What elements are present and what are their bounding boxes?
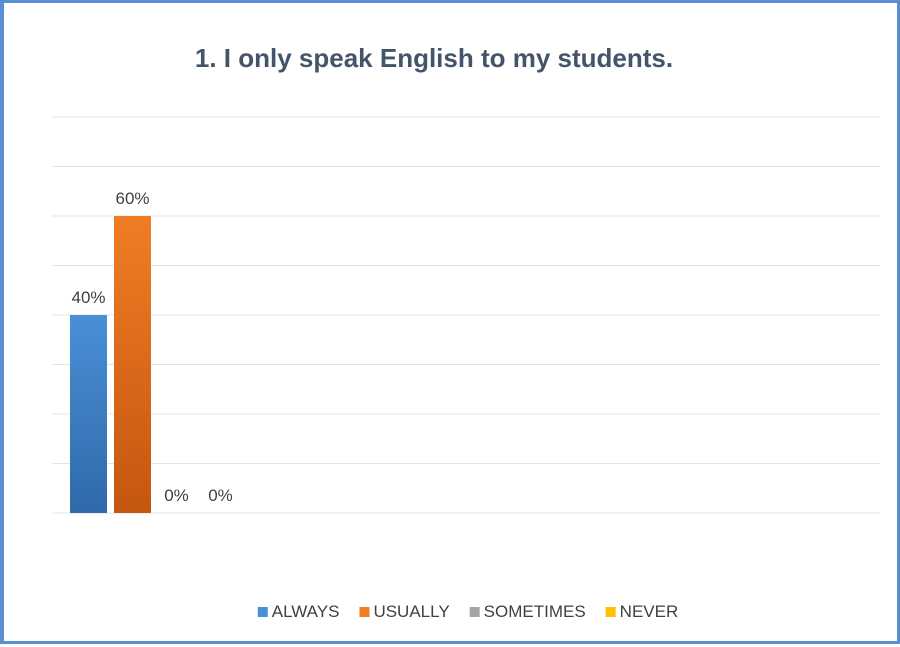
data-label-never: 0%	[208, 486, 233, 505]
legend-label-always: ALWAYS	[272, 602, 340, 621]
legend-swatch-never	[605, 607, 616, 617]
legend-label-never: NEVER	[620, 602, 679, 621]
bar-always	[70, 315, 107, 513]
bars	[70, 216, 151, 513]
legend-swatch-always	[257, 607, 268, 617]
gridlines	[52, 116, 880, 514]
bar-usually	[114, 216, 151, 513]
chart-title: 1. I only speak English to my students.	[195, 43, 673, 73]
legend-label-usually: USUALLY	[373, 602, 449, 621]
bar-chart: 40% 60% 0% 0% 1. I only speak English to my…	[52, 43, 880, 621]
legend-swatch-usually	[359, 607, 370, 617]
data-label-usually: 60%	[115, 189, 149, 208]
legend-swatch-sometimes	[469, 607, 480, 617]
data-label-sometimes: 0%	[164, 486, 189, 505]
legend: ALWAYS USUALLY SOMETIMES NEVER	[257, 602, 679, 621]
data-label-always: 40%	[71, 288, 105, 307]
data-labels: 40% 60% 0% 0%	[71, 189, 232, 505]
legend-label-sometimes: SOMETIMES	[484, 602, 586, 621]
